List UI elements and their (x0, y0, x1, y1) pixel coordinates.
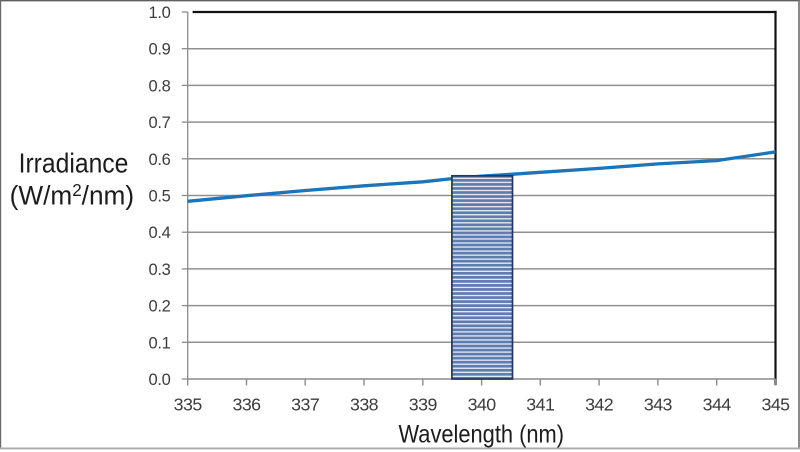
svg-text:343: 343 (644, 395, 673, 415)
svg-text:Wavelength (nm): Wavelength (nm) (399, 421, 565, 449)
svg-text:Irradiance: Irradiance (19, 148, 129, 179)
svg-text:342: 342 (585, 395, 613, 415)
svg-text:0.0: 0.0 (148, 371, 170, 389)
svg-text:0.3: 0.3 (148, 261, 170, 279)
svg-text:0.7: 0.7 (148, 114, 170, 132)
svg-text:0.4: 0.4 (148, 224, 170, 242)
svg-text:(W/m2/nm): (W/m2/nm) (10, 180, 135, 211)
svg-text:0.2: 0.2 (148, 298, 170, 316)
svg-text:335: 335 (174, 395, 203, 415)
svg-text:337: 337 (291, 395, 319, 415)
svg-text:0.1: 0.1 (148, 334, 170, 352)
svg-text:0.8: 0.8 (148, 77, 170, 95)
svg-text:336: 336 (232, 395, 261, 415)
svg-text:338: 338 (350, 395, 379, 415)
svg-text:0.5: 0.5 (148, 188, 170, 206)
svg-text:344: 344 (703, 395, 732, 415)
svg-text:0.6: 0.6 (148, 151, 170, 169)
svg-text:1.0: 1.0 (148, 4, 170, 22)
svg-text:345: 345 (761, 395, 790, 415)
svg-text:339: 339 (409, 395, 438, 415)
svg-text:340: 340 (468, 395, 497, 415)
svg-text:0.9: 0.9 (148, 41, 170, 59)
svg-text:341: 341 (526, 395, 555, 415)
